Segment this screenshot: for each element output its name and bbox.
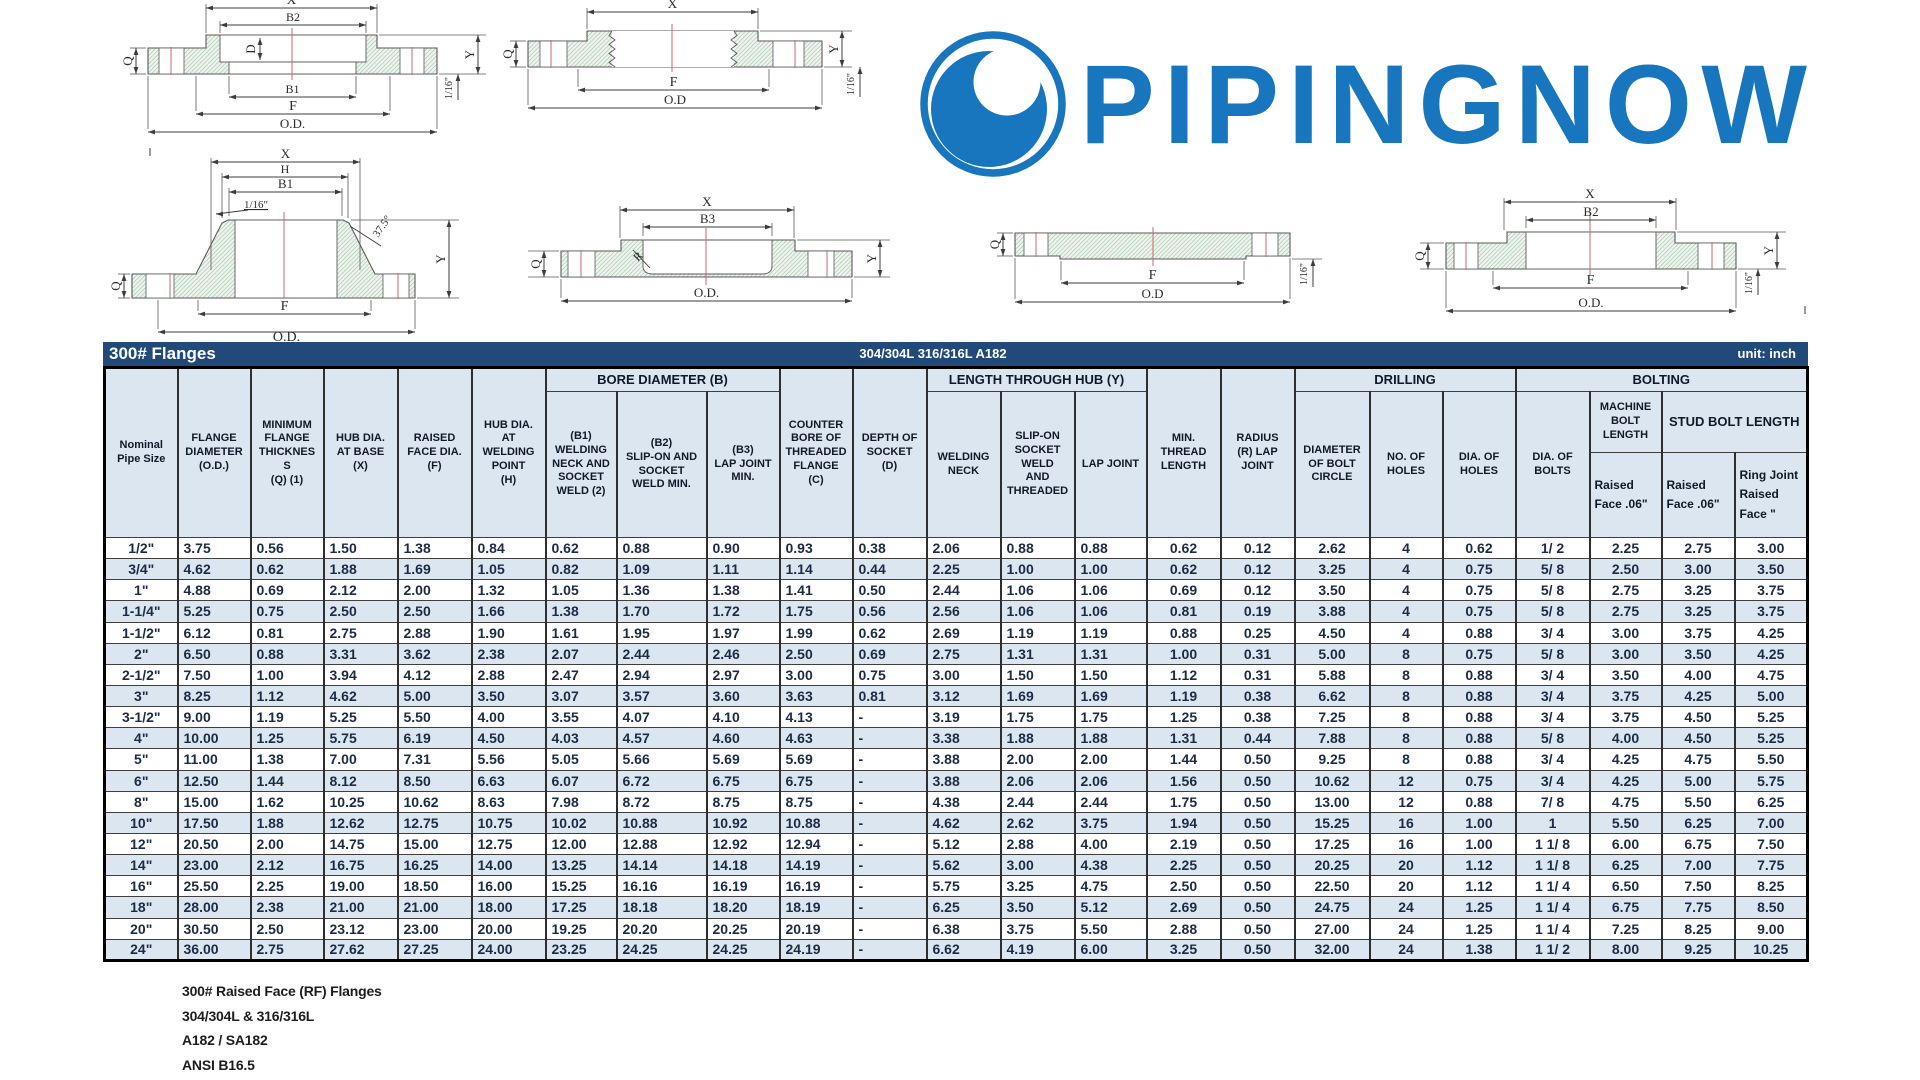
svg-text:Y: Y — [864, 253, 879, 263]
svg-text:Q: Q — [120, 56, 135, 66]
svg-text:O.D.: O.D. — [694, 285, 719, 300]
svg-text:B2: B2 — [1583, 204, 1598, 219]
svg-text:1/16": 1/16" — [1744, 272, 1755, 294]
svg-text:Q: Q — [987, 239, 1002, 249]
svg-text:D: D — [243, 44, 258, 53]
svg-text:F: F — [1149, 268, 1157, 283]
svg-text:X: X — [668, 0, 678, 11]
svg-text:X: X — [702, 194, 712, 209]
svg-text:Y: Y — [433, 254, 448, 264]
svg-text:F: F — [670, 75, 678, 90]
svg-text:Y: Y — [826, 44, 841, 54]
svg-text:B1: B1 — [285, 82, 299, 96]
svg-text:1/16": 1/16" — [846, 73, 857, 95]
svg-text:X: X — [281, 146, 291, 161]
svg-text:O.D.: O.D. — [280, 116, 305, 131]
svg-text:1/16": 1/16" — [1299, 263, 1310, 285]
svg-text:F: F — [281, 299, 289, 314]
svg-text:F: F — [289, 99, 297, 114]
svg-text:X: X — [1585, 186, 1595, 201]
svg-text:Q: Q — [1412, 251, 1427, 261]
svg-text:Q: Q — [500, 49, 515, 59]
svg-text:Q: Q — [108, 281, 123, 291]
svg-text:O.D: O.D — [1141, 286, 1163, 301]
svg-text:O.D: O.D — [664, 92, 686, 107]
svg-text:37.5°: 37.5° — [371, 213, 394, 239]
svg-text:F: F — [1587, 273, 1595, 288]
svg-text:PIPINGNOW: PIPINGNOW — [1080, 42, 1816, 167]
svg-text:1/16": 1/16" — [444, 77, 455, 99]
svg-text:O.D.: O.D. — [273, 330, 300, 342]
svg-text:O.D.: O.D. — [1578, 295, 1603, 310]
svg-text:B3: B3 — [700, 211, 715, 226]
svg-text:Q: Q — [528, 259, 543, 269]
svg-text:B2: B2 — [286, 10, 300, 24]
svg-text:X: X — [287, 0, 297, 7]
svg-text:Y: Y — [462, 49, 477, 59]
svg-text:H: H — [281, 162, 290, 176]
svg-text:1/16": 1/16" — [244, 199, 268, 211]
svg-text:B1: B1 — [278, 176, 293, 191]
svg-text:Y: Y — [1761, 245, 1776, 255]
